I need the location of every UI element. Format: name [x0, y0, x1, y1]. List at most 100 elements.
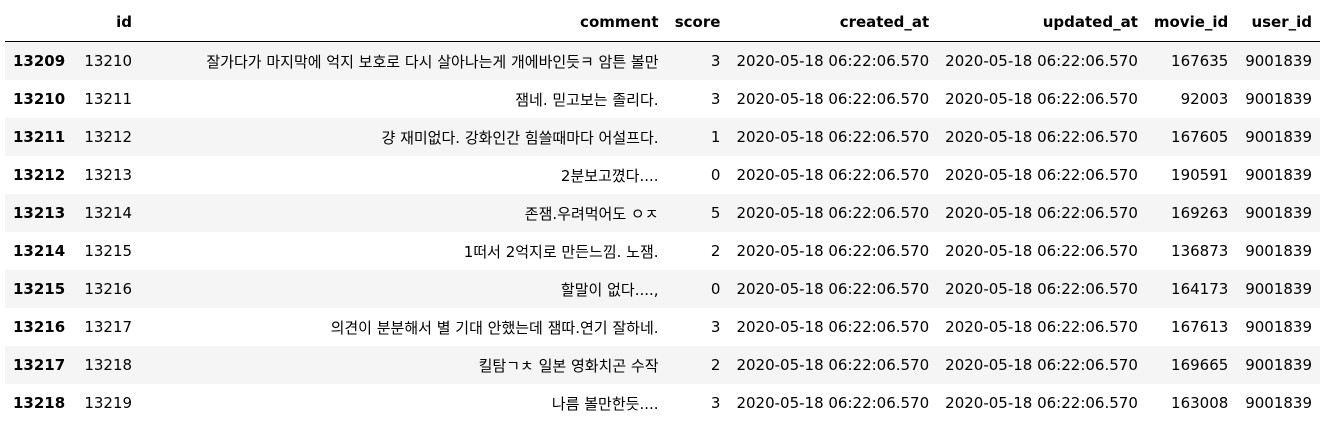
cell-score: 0	[710, 280, 721, 298]
cell-score: 1	[710, 128, 721, 146]
cell-updated-at: 2020-05-18 06:22:06.570	[945, 394, 1138, 412]
cell-id: 13217	[84, 318, 133, 336]
cell-comment: 의견이 분분해서 별 기대 안했는데 잼따.연기 잘하네.	[330, 318, 659, 337]
table-row: 13216 13217 의견이 분분해서 별 기대 안했는데 잼따.연기 잘하네. 3…	[5, 308, 1320, 346]
column-header-score: score	[666, 3, 729, 42]
row-index: 13212	[13, 166, 66, 184]
cell-created-at: 2020-05-18 06:22:06.570	[736, 166, 930, 184]
cell-user-id: 9001839	[1245, 356, 1312, 374]
cell-comment: 나름 볼만한듯....	[551, 394, 659, 413]
cell-updated-at: 2020-05-18 06:22:06.570	[945, 90, 1138, 108]
cell-id: 13213	[84, 166, 133, 184]
cell-user-id: 9001839	[1245, 166, 1312, 184]
cell-updated-at: 2020-05-18 06:22:06.570	[945, 166, 1138, 184]
column-header-user-id: user_id	[1236, 3, 1320, 42]
cell-user-id: 9001839	[1245, 90, 1312, 108]
cell-id: 13219	[84, 394, 133, 412]
cell-user-id: 9001839	[1245, 318, 1312, 336]
header-row: id comment score created_at updated_at movie_…	[5, 3, 1320, 42]
table-row: 13212 13213 2분보고꼈다.... 0 2020-05-18 06:22:06…	[5, 156, 1320, 194]
cell-updated-at: 2020-05-18 06:22:06.570	[945, 242, 1138, 260]
row-index: 13210	[13, 90, 66, 108]
index-header	[5, 3, 74, 42]
cell-movie-id: 167635	[1171, 52, 1229, 70]
cell-created-at: 2020-05-18 06:22:06.570	[736, 204, 930, 222]
table-row: 13215 13216 할말이 없다...., 0 2020-05-18 06:22:0…	[5, 270, 1320, 308]
table-header: id comment score created_at updated_at movie_…	[5, 3, 1320, 42]
cell-user-id: 9001839	[1245, 128, 1312, 146]
cell-id: 13214	[84, 204, 133, 222]
table-row: 13213 13214 존잼.우려먹어도 ㅇㅈ 5 2020-05-18 06:22:0…	[5, 194, 1320, 232]
cell-updated-at: 2020-05-18 06:22:06.570	[945, 356, 1138, 374]
cell-movie-id: 190591	[1171, 166, 1229, 184]
table-row: 13214 13215 1떠서 2억지로 만든느낌. 노잼. 2 2020-05-18 …	[5, 232, 1320, 270]
row-index: 13211	[13, 128, 66, 146]
cell-movie-id: 167613	[1171, 318, 1229, 336]
cell-score: 5	[710, 204, 721, 222]
cell-movie-id: 136873	[1171, 242, 1229, 260]
cell-created-at: 2020-05-18 06:22:06.570	[736, 356, 930, 374]
cell-score: 3	[710, 318, 721, 336]
cell-movie-id: 169263	[1171, 204, 1229, 222]
cell-user-id: 9001839	[1245, 204, 1312, 222]
cell-comment: 킬탐ㄱㅊ 일본 영화치곤 수작	[478, 356, 659, 375]
cell-created-at: 2020-05-18 06:22:06.570	[736, 128, 930, 146]
dataframe-output: id comment score created_at updated_at movie_…	[5, 3, 1320, 422]
table-row: 13217 13218 킬탐ㄱㅊ 일본 영화치곤 수작 2 2020-05-18 06:…	[5, 346, 1320, 384]
cell-id: 13216	[84, 280, 133, 298]
cell-created-at: 2020-05-18 06:22:06.570	[736, 394, 930, 412]
cell-comment: 잼네. 믿고보는 졸리다.	[515, 90, 659, 109]
column-header-created-at: created_at	[728, 3, 938, 42]
cell-updated-at: 2020-05-18 06:22:06.570	[945, 52, 1138, 70]
row-index: 13209	[13, 52, 66, 70]
column-header-updated-at: updated_at	[937, 3, 1146, 42]
table-row: 13211 13212 걍 재미없다. 강화인간 힘쓸때마다 어설프다. 1 2020-…	[5, 118, 1320, 156]
cell-movie-id: 92003	[1180, 90, 1229, 108]
row-index: 13215	[13, 280, 66, 298]
cell-created-at: 2020-05-18 06:22:06.570	[736, 90, 930, 108]
row-index: 13213	[13, 204, 66, 222]
cell-score: 2	[710, 356, 721, 374]
cell-user-id: 9001839	[1245, 280, 1312, 298]
row-index: 13218	[13, 394, 66, 412]
cell-score: 3	[710, 394, 721, 412]
cell-id: 13215	[84, 242, 133, 260]
cell-comment: 걍 재미없다. 강화인간 힘쓸때마다 어설프다.	[381, 128, 659, 147]
cell-id: 13212	[84, 128, 133, 146]
cell-id: 13210	[84, 52, 133, 70]
cell-score: 3	[710, 52, 721, 70]
row-index: 13217	[13, 356, 66, 374]
column-header-id: id	[73, 3, 141, 42]
cell-created-at: 2020-05-18 06:22:06.570	[736, 280, 930, 298]
cell-comment: 잘가다가 마지막에 억지 보호로 다시 살아나는게 개에바인듯ㅋ 암튼 볼만	[206, 52, 659, 71]
cell-comment: 1떠서 2억지로 만든느낌. 노잼.	[463, 242, 659, 261]
cell-user-id: 9001839	[1245, 394, 1312, 412]
table-body: 13209 13210 잘가다가 마지막에 억지 보호로 다시 살아나는게 개에바인…	[5, 41, 1320, 422]
cell-score: 3	[710, 90, 721, 108]
cell-user-id: 9001839	[1245, 52, 1312, 70]
cell-comment: 할말이 없다....,	[560, 280, 659, 299]
cell-movie-id: 164173	[1171, 280, 1229, 298]
cell-score: 2	[710, 242, 721, 260]
cell-movie-id: 169665	[1171, 356, 1229, 374]
cell-updated-at: 2020-05-18 06:22:06.570	[945, 128, 1138, 146]
cell-id: 13211	[84, 90, 133, 108]
cell-movie-id: 167605	[1171, 128, 1229, 146]
cell-created-at: 2020-05-18 06:22:06.570	[736, 242, 930, 260]
cell-updated-at: 2020-05-18 06:22:06.570	[945, 280, 1138, 298]
table-row: 13218 13219 나름 볼만한듯.... 3 2020-05-18 06:22:0…	[5, 384, 1320, 422]
cell-updated-at: 2020-05-18 06:22:06.570	[945, 204, 1138, 222]
column-header-comment: comment	[140, 3, 667, 42]
cell-updated-at: 2020-05-18 06:22:06.570	[945, 318, 1138, 336]
cell-user-id: 9001839	[1245, 242, 1312, 260]
cell-comment: 존잼.우려먹어도 ㅇㅈ	[524, 204, 659, 223]
row-index: 13214	[13, 242, 66, 260]
table-row: 13210 13211 잼네. 믿고보는 졸리다. 3 2020-05-18 06:22…	[5, 80, 1320, 118]
cell-comment: 2분보고꼈다....	[560, 166, 659, 185]
dataframe-table: id comment score created_at updated_at movie_…	[5, 3, 1320, 422]
cell-movie-id: 163008	[1171, 394, 1229, 412]
cell-created-at: 2020-05-18 06:22:06.570	[736, 52, 930, 70]
row-index: 13216	[13, 318, 66, 336]
cell-score: 0	[710, 166, 721, 184]
cell-created-at: 2020-05-18 06:22:06.570	[736, 318, 930, 336]
